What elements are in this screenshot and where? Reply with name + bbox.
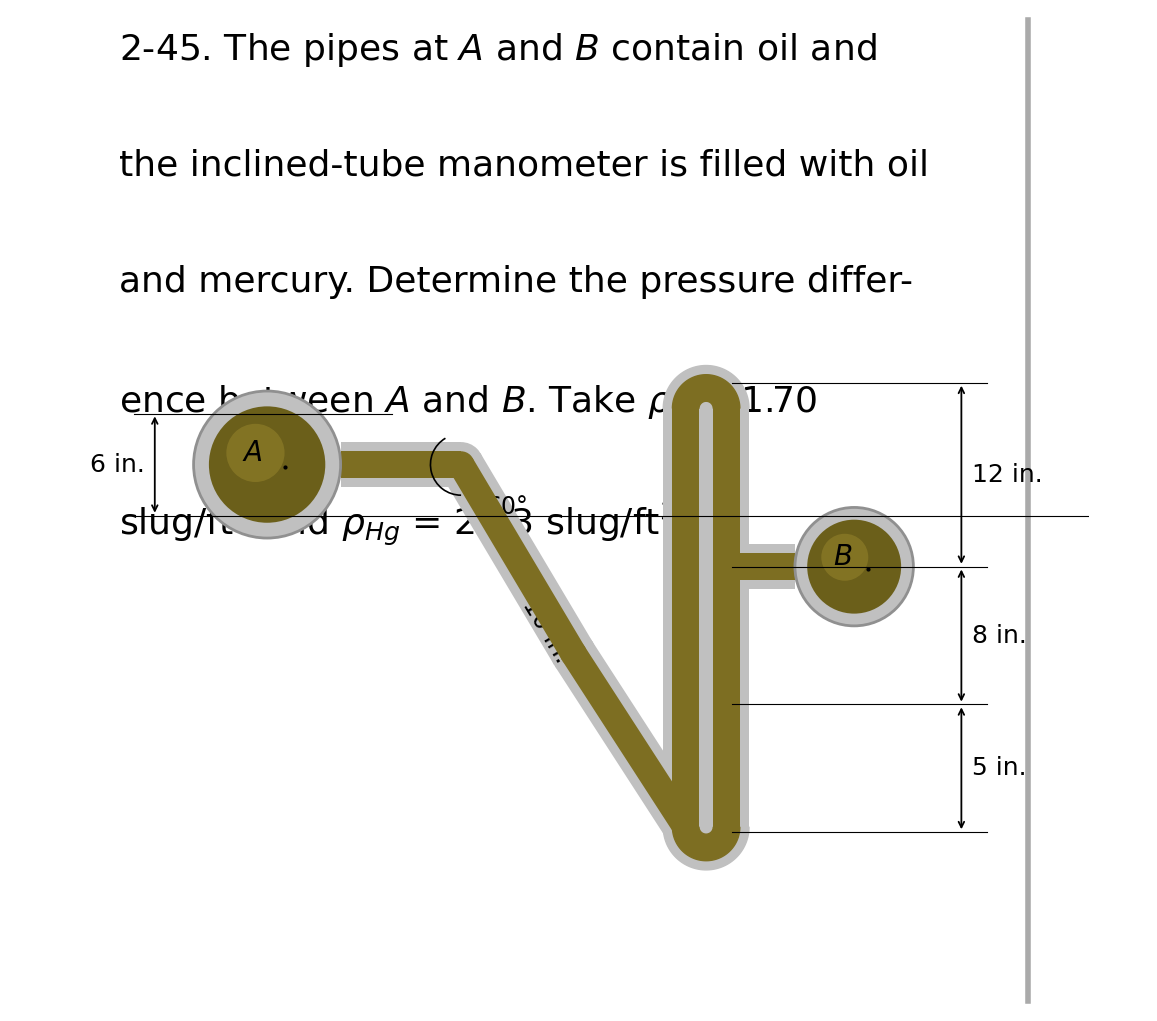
Circle shape [713, 395, 739, 422]
Polygon shape [663, 825, 749, 870]
Polygon shape [727, 544, 795, 589]
Circle shape [808, 520, 901, 614]
Polygon shape [663, 408, 708, 827]
Text: 6 in.: 6 in. [90, 452, 145, 477]
Circle shape [672, 814, 699, 840]
Text: 10 in.: 10 in. [517, 594, 574, 668]
Text: slug/ft$^3$ and $\mathit{\rho}_{Hg}$ = 26.3 slug/ft$^3$.: slug/ft$^3$ and $\mathit{\rho}_{Hg}$ = 2… [119, 500, 686, 547]
Circle shape [551, 631, 596, 676]
Circle shape [560, 640, 587, 667]
Circle shape [227, 424, 285, 482]
Polygon shape [672, 375, 739, 408]
Polygon shape [672, 827, 739, 861]
Circle shape [209, 406, 325, 523]
Text: 12 in.: 12 in. [972, 463, 1042, 487]
Circle shape [713, 814, 739, 840]
Polygon shape [554, 641, 705, 839]
Polygon shape [340, 442, 462, 487]
Text: $\mathit{A}$: $\mathit{A}$ [242, 439, 263, 467]
Polygon shape [340, 451, 462, 478]
Text: 5 in.: 5 in. [972, 757, 1026, 780]
Circle shape [821, 534, 868, 581]
Polygon shape [442, 453, 592, 665]
Text: $\mathit{B}$: $\mathit{B}$ [833, 543, 852, 572]
Text: the inclined-tube manometer is filled with oil: the inclined-tube manometer is filled wi… [119, 148, 929, 182]
Polygon shape [450, 457, 584, 661]
Text: ence between $\mathit{A}$ and $\mathit{B}$. Take $\mathit{\rho}_o$ = 1.70: ence between $\mathit{A}$ and $\mathit{B… [119, 383, 818, 421]
Circle shape [663, 805, 708, 849]
Circle shape [705, 544, 749, 589]
Circle shape [663, 386, 708, 431]
Text: 8 in.: 8 in. [972, 624, 1026, 647]
Circle shape [705, 805, 749, 849]
Circle shape [672, 814, 699, 840]
Circle shape [448, 451, 474, 478]
Circle shape [713, 553, 739, 580]
Polygon shape [663, 366, 749, 410]
Circle shape [439, 442, 484, 487]
Polygon shape [672, 408, 699, 827]
Text: 2-45. The pipes at $\mathit{A}$ and $\mathit{B}$ contain oil and: 2-45. The pipes at $\mathit{A}$ and $\ma… [119, 31, 877, 68]
Polygon shape [727, 553, 795, 580]
Polygon shape [713, 408, 739, 827]
Circle shape [795, 507, 913, 626]
Text: 60°: 60° [487, 495, 529, 520]
Polygon shape [705, 408, 749, 827]
Polygon shape [562, 646, 697, 834]
Text: and mercury. Determine the pressure differ-: and mercury. Determine the pressure diff… [119, 265, 913, 299]
Circle shape [663, 805, 708, 849]
Circle shape [672, 395, 699, 422]
Circle shape [705, 386, 749, 431]
Circle shape [193, 391, 340, 538]
